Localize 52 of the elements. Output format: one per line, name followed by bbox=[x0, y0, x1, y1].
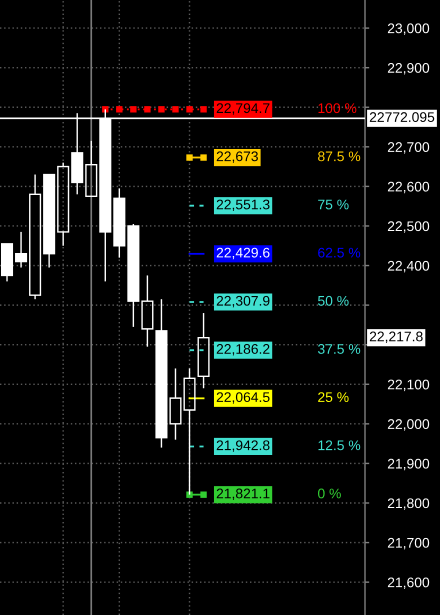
y-tick-label: 21,600 bbox=[388, 577, 430, 589]
data-label: 22,064.5 bbox=[216, 392, 270, 404]
y-tick-label: 22,600 bbox=[388, 182, 430, 194]
y-tick-label: 21,900 bbox=[388, 458, 430, 470]
data-label: 22,307.9 bbox=[216, 296, 270, 308]
candlestick bbox=[155, 298, 168, 448]
data-label: 21,821.1 bbox=[216, 488, 270, 500]
ref-line-label: 22772.095 bbox=[370, 112, 434, 122]
candlestick bbox=[113, 188, 126, 258]
y-tick-label: 22,500 bbox=[388, 221, 430, 233]
point bbox=[200, 106, 207, 113]
data-label: 22,551.3 bbox=[216, 200, 270, 212]
data-label: 22,186.2 bbox=[216, 344, 270, 356]
text: 100 % bbox=[318, 103, 356, 114]
text: 12.5 % bbox=[318, 440, 360, 450]
candlestick bbox=[85, 140, 98, 197]
text: 50 % bbox=[318, 296, 349, 306]
y-tick-label: 23,000 bbox=[388, 23, 430, 35]
y-tick-label: 22,100 bbox=[388, 380, 430, 392]
y-tick-label: 22,900 bbox=[388, 63, 430, 74]
candlestick bbox=[169, 368, 182, 440]
text: 75 % bbox=[318, 200, 349, 210]
point bbox=[186, 154, 193, 161]
data-label: 22,794.7 bbox=[216, 103, 270, 115]
point bbox=[186, 106, 193, 113]
point bbox=[144, 106, 151, 113]
text: 25 % bbox=[318, 392, 349, 402]
point bbox=[130, 106, 137, 113]
text: 0 % bbox=[318, 488, 341, 498]
candlestick bbox=[43, 174, 56, 268]
point bbox=[200, 154, 207, 161]
text: 22,217.8 bbox=[370, 332, 423, 344]
point bbox=[116, 106, 123, 113]
candlestick bbox=[15, 231, 28, 268]
y-tick-label: 21,700 bbox=[388, 538, 430, 550]
data-label: 21,942.8 bbox=[216, 440, 270, 452]
y-tick-label: 22,400 bbox=[388, 260, 430, 272]
point bbox=[172, 106, 179, 113]
text: 87.5 % bbox=[318, 151, 360, 162]
data-label: 22,429.6 bbox=[216, 248, 270, 260]
candlestick bbox=[141, 274, 154, 348]
text: 37.5 % bbox=[318, 344, 360, 354]
candlestick bbox=[198, 312, 210, 389]
y-tick-label: 22,000 bbox=[388, 419, 430, 431]
point bbox=[186, 491, 193, 498]
y-tick-label: 21,800 bbox=[388, 498, 430, 510]
point bbox=[158, 106, 165, 113]
y-tick-label: 22,700 bbox=[388, 142, 430, 154]
point bbox=[200, 491, 207, 498]
data-label: 22,673 bbox=[216, 151, 258, 163]
candlestick bbox=[57, 162, 70, 246]
text: 62.5 % bbox=[318, 248, 360, 258]
